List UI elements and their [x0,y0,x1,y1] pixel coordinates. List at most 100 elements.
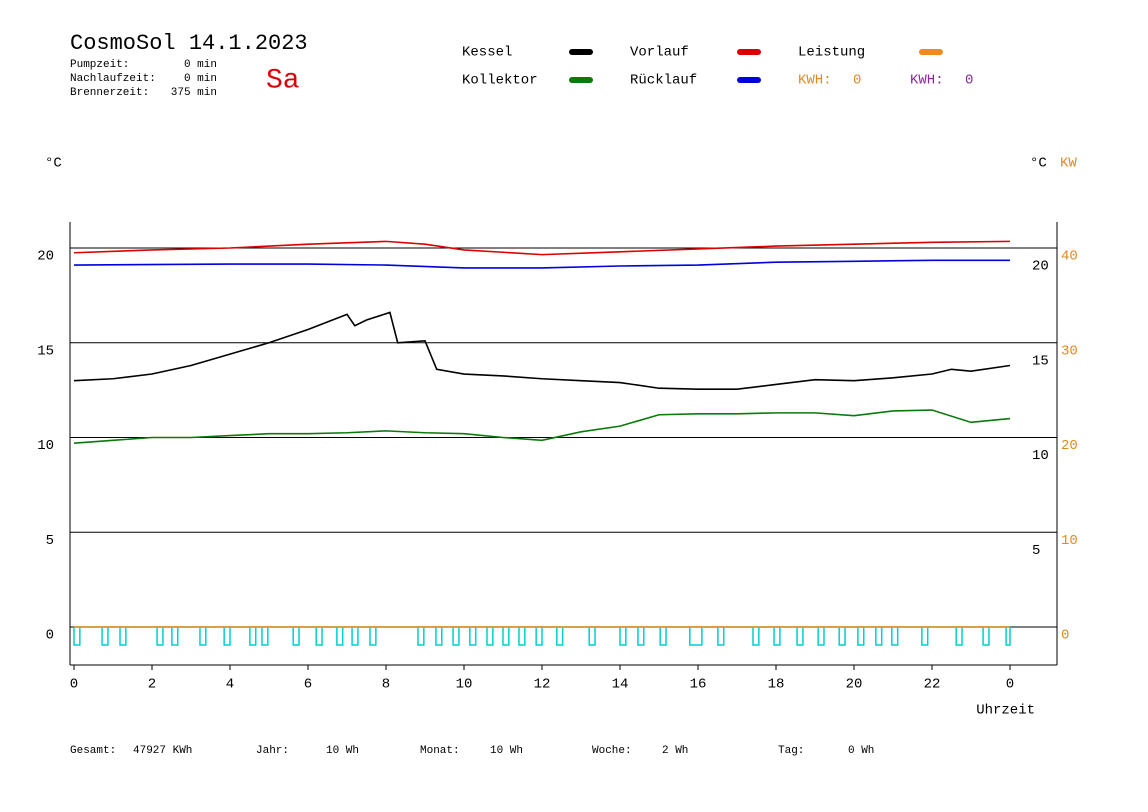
pump-pulse [588,627,596,646]
pump-pulse [261,627,269,646]
pump-pulse [101,627,109,646]
series-line [73,311,1011,390]
x-tick-label: 16 [690,677,707,693]
info-label: Brennerzeit: [70,87,149,99]
y3-tick-label: 5 [1032,543,1040,559]
y-tick-label: 20 [37,249,54,265]
pump-pulse [817,627,825,646]
pump-pulse [518,627,526,646]
info-value: 0 min [184,59,217,71]
series-line [73,259,1010,269]
pump-pulse [73,627,81,646]
x-tick-label: 4 [226,677,234,693]
pump-pulse [336,627,344,646]
x-tick-label: 0 [1006,677,1014,693]
footer-value: 2 Wh [662,745,688,757]
pump-pulse [249,627,257,646]
y3-tick-label: 15 [1032,353,1049,369]
pump-pulse [369,627,377,646]
pump-pulse [1005,627,1011,646]
pump-pulse [119,627,127,646]
pump-pulse [637,627,645,646]
pump-pulse [689,627,703,646]
pump-pulse [171,627,179,646]
y2-tick-label: 30 [1061,343,1078,359]
y2-tick-label: 20 [1061,438,1078,454]
y3-tick-label: 20 [1032,259,1049,275]
footer-label: Jahr: [256,745,289,757]
info-label: Pumpzeit: [70,59,129,71]
x-tick-label: 10 [456,677,473,693]
footer-label: Gesamt: [70,745,116,757]
info-value: 375 min [171,87,217,99]
pump-pulse [838,627,846,646]
pump-pulse [417,627,425,646]
x-tick-label: 8 [382,677,390,693]
pump-pulse [199,627,207,646]
pump-pulse [452,627,460,646]
pump-pulse [875,627,883,646]
y-tick-label: 0 [46,628,54,644]
kwh-label: KWH: [910,73,944,89]
pump-pulse [556,627,564,646]
info-label: Nachlaufzeit: [70,73,156,85]
footer-value: 10 Wh [490,745,523,757]
y-axis-label: °C [45,156,62,172]
pump-pulse [223,627,231,646]
x-tick-label: 2 [148,677,156,693]
chart-title: CosmoSol 14.1.2023 [70,31,308,56]
footer-label: Tag: [778,745,804,757]
x-tick-label: 18 [768,677,785,693]
info-value: 0 min [184,73,217,85]
legend-label: Rücklauf [630,73,697,89]
pump-pulse [891,627,899,646]
footer-label: Monat: [420,745,460,757]
pump-pulse [659,627,667,646]
kwh-value: 0 [965,73,973,89]
pump-pulse [796,627,804,646]
y2-tick-label: 40 [1061,249,1078,265]
pump-pulse [982,627,990,646]
x-tick-label: 0 [70,677,78,693]
x-tick-label: 22 [924,677,941,693]
x-axis-label: Uhrzeit [976,703,1035,719]
legend-label: Kessel [462,45,512,61]
y-tick-label: 15 [37,343,54,359]
legend-label: Kollektor [462,73,538,89]
day: Sa [266,65,300,96]
pump-pulse [351,627,359,646]
y3-tick-label: 10 [1032,448,1049,464]
pump-pulse [773,627,781,646]
pump-pulse [486,627,494,646]
footer-value: 10 Wh [326,745,359,757]
pump-pulse [857,627,865,646]
x-tick-label: 12 [534,677,551,693]
pump-pulse [315,627,323,646]
y-tick-label: 10 [37,438,54,454]
kwh-value: 0 [853,73,861,89]
y3-axis-label: °C [1030,156,1047,172]
y2-tick-label: 0 [1061,628,1069,644]
pump-pulse [752,627,760,646]
pump-pulse [469,627,477,646]
pump-pulse [502,627,510,646]
pump-pulse [619,627,627,646]
y-tick-label: 5 [46,533,54,549]
footer-label: Woche: [592,745,632,757]
pump-pulse [717,627,725,646]
x-tick-label: 14 [612,677,629,693]
pump-pulse [292,627,300,646]
pump-pulse [156,627,164,646]
y2-axis-label: KW [1060,156,1077,172]
series-line [73,240,1011,256]
y2-tick-label: 10 [1061,533,1078,549]
kwh-label: KWH: [798,73,832,89]
x-tick-label: 6 [304,677,312,693]
legend-label: Leistung [798,45,865,61]
pump-pulse [435,627,443,646]
footer-value: 0 Wh [848,745,874,757]
series-line [73,409,1011,444]
x-tick-label: 20 [846,677,863,693]
pump-pulse [955,627,963,646]
